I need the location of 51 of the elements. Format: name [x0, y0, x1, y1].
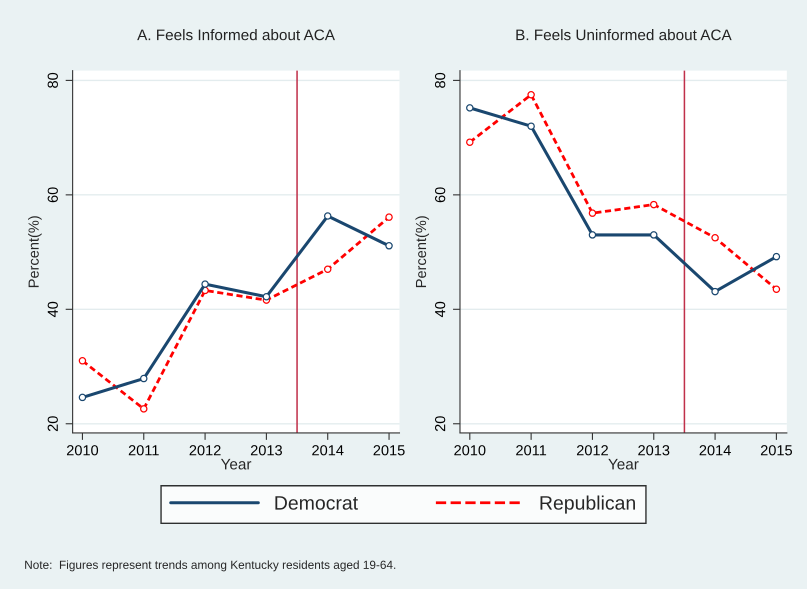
point	[385, 242, 393, 250]
y-tick-label: 40	[48, 302, 58, 318]
point	[772, 286, 780, 294]
x-tick-label: 2011	[128, 445, 159, 456]
point	[527, 122, 535, 130]
y-tick-label: 20	[434, 416, 446, 432]
chart-title: B. Feels Uninformed about ACA	[516, 29, 732, 40]
point	[588, 231, 596, 239]
legend-label: Democrat	[275, 496, 358, 510]
y-tick-label: 20	[48, 416, 58, 432]
point	[324, 266, 332, 273]
point	[466, 104, 474, 112]
x-tick-label: 2015	[374, 445, 405, 456]
point	[772, 252, 780, 260]
point	[201, 280, 209, 288]
x-tick-label: 2012	[190, 445, 221, 456]
point	[385, 213, 393, 221]
point	[324, 212, 332, 220]
point	[588, 209, 596, 217]
legend-label: Republican	[540, 495, 635, 514]
x-tick-label: 2015	[760, 445, 792, 456]
x-tick-label: 2014	[312, 445, 344, 456]
x-tick-label: 2013	[250, 445, 282, 456]
point	[711, 288, 719, 296]
y-axis-title: Percent(%)	[28, 216, 42, 288]
point	[78, 394, 86, 402]
x-tick-label: 2011	[516, 445, 546, 456]
x-axis-title: Year	[608, 458, 639, 470]
text: Note: Figures represent trends among Kentucky residents aged 19-64.	[25, 560, 396, 572]
y-tick-label: 60	[48, 187, 58, 202]
y-tick-label: 80	[48, 72, 58, 88]
point	[262, 292, 270, 300]
point	[711, 234, 719, 242]
point	[650, 200, 658, 208]
point	[527, 90, 535, 98]
point	[140, 405, 148, 413]
chart-title: A. Feels Informed about ACA	[137, 29, 335, 40]
x-tick-label: 2010	[454, 445, 486, 456]
y-axis-title: Percent(%)	[415, 216, 430, 288]
point	[466, 138, 474, 146]
x-tick-label: 2012	[576, 445, 608, 456]
x-tick-label: 2010	[66, 445, 98, 456]
y-tick-label: 60	[434, 187, 446, 202]
x-axis-title: Year	[220, 458, 252, 470]
y-tick-label: 40	[434, 302, 446, 318]
point	[140, 374, 148, 382]
point	[78, 357, 86, 365]
x-tick-label: 2014	[700, 445, 731, 456]
y-tick-label: 80	[434, 72, 446, 88]
x-tick-label: 2013	[638, 445, 670, 456]
point	[650, 231, 658, 239]
